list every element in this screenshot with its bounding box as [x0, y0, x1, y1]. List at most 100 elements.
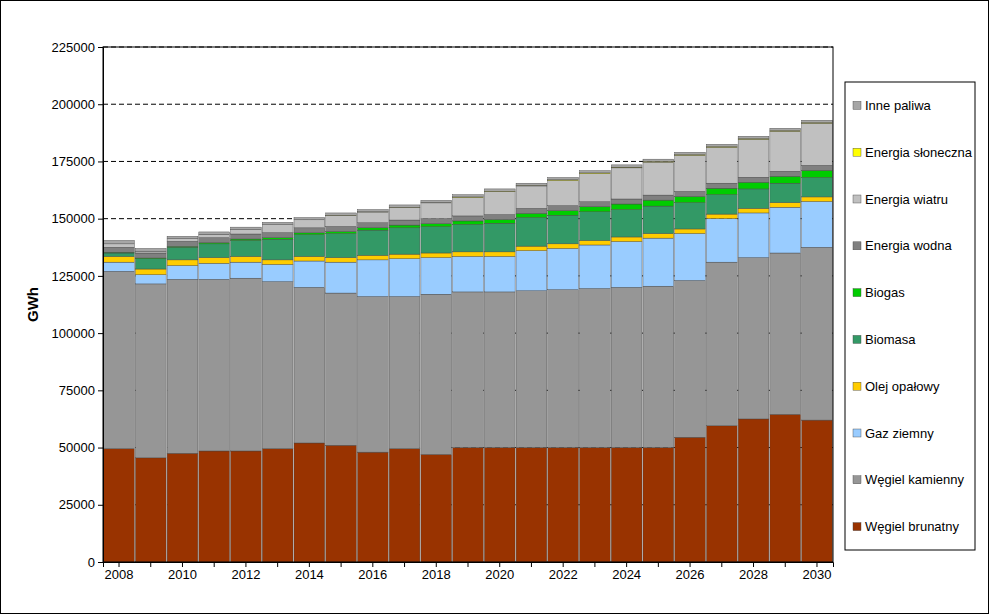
x-tick-label: 2028	[739, 567, 768, 582]
bar-segment	[516, 246, 547, 251]
bar-segment	[706, 144, 737, 146]
bar-segment	[389, 259, 420, 297]
bar-segment	[675, 234, 706, 281]
bar-segment	[135, 284, 166, 458]
series-bars	[104, 123, 833, 253]
y-tick-label: 175000	[52, 154, 95, 169]
legend-entry: Olej opałowy	[853, 379, 940, 394]
bar-segment	[770, 131, 801, 171]
bar-segment	[675, 191, 706, 196]
bar-segment	[231, 229, 262, 234]
x-tick: 2014	[295, 562, 324, 582]
bar-segment	[516, 218, 547, 247]
bar-segment	[675, 203, 706, 229]
bar-segment	[135, 275, 166, 284]
x-tick: 2016	[358, 562, 387, 582]
x-axis: 2008201020122014201620182020202220242026…	[104, 562, 834, 582]
bar-segment	[326, 293, 357, 445]
bar-segment	[326, 258, 357, 263]
grid	[103, 47, 833, 562]
bar-segment	[389, 207, 420, 220]
bar-segment	[738, 177, 769, 182]
y-tick-label: 225000	[52, 40, 95, 55]
y-tick-mark	[98, 219, 103, 220]
bar-segment	[357, 223, 388, 228]
x-tick-label: 2012	[231, 567, 260, 582]
bar-segment	[580, 448, 611, 562]
bar-segment	[389, 449, 420, 562]
bar-segment	[104, 271, 135, 448]
bar-segment	[802, 123, 833, 165]
bar-segment	[104, 449, 135, 562]
bar-segment	[421, 253, 452, 258]
bar-segment	[421, 294, 452, 454]
legend-label: Olej opałowy	[865, 379, 940, 394]
bar-segment	[611, 287, 642, 447]
bar-segment	[611, 210, 642, 237]
bar-segment	[706, 214, 737, 219]
bar-segment	[135, 248, 166, 251]
x-tick-label: 2018	[422, 567, 451, 582]
bar-segment	[484, 256, 515, 291]
bar-segment	[643, 286, 674, 447]
bar-segment	[357, 228, 388, 230]
x-tick	[594, 562, 595, 567]
legend-entry: Energia wodna	[853, 238, 952, 253]
legend-swatch	[853, 148, 861, 156]
outer-frame	[1, 1, 989, 614]
x-tick-mark	[341, 562, 342, 567]
bar-segment	[135, 458, 166, 562]
legend-swatch	[853, 523, 861, 531]
bars	[104, 120, 833, 562]
bar-segment	[421, 200, 452, 202]
legend-label: Biogas	[865, 285, 905, 300]
bar-segment	[421, 227, 452, 253]
bar-segment	[580, 245, 611, 288]
bar-segment	[580, 174, 611, 202]
legend-label: Energia wiatru	[865, 192, 948, 207]
bar-segment	[167, 236, 198, 238]
bar-segment	[738, 258, 769, 419]
bar-segment	[770, 207, 801, 253]
x-tick-mark	[594, 562, 595, 567]
bar-segment	[199, 279, 230, 451]
y-tick-label: 150000	[52, 211, 95, 226]
bar-segment	[262, 239, 293, 260]
bar-segment	[294, 220, 325, 228]
bar-segment	[611, 165, 642, 167]
x-tick: 2018	[422, 562, 451, 582]
legend-swatch	[853, 195, 861, 203]
x-tick	[341, 562, 342, 567]
bar-segment	[389, 228, 420, 254]
bar-segment	[167, 247, 198, 260]
bar-segment	[675, 155, 706, 191]
bar-segment	[706, 183, 737, 188]
bar-segment	[580, 171, 611, 173]
bar-segment	[357, 452, 388, 562]
x-tick-mark	[531, 562, 532, 567]
bar-segment	[738, 182, 769, 189]
y-tick: 75000	[59, 383, 103, 398]
bar-segment	[453, 292, 484, 448]
x-tick-label: 2024	[612, 567, 641, 582]
series-bars	[104, 177, 833, 269]
legend-entry: Węgiel kamienny	[853, 472, 964, 487]
bar-segment	[548, 448, 579, 562]
bar-segment	[516, 213, 547, 217]
legend-entry: Inne paliwa	[853, 98, 932, 113]
bar-segment	[611, 237, 642, 242]
bar-segment	[135, 251, 166, 253]
bar-segment	[643, 159, 674, 161]
legend-swatch	[853, 429, 861, 437]
bar-segment	[231, 262, 262, 278]
bar-segment	[484, 448, 515, 562]
y-axis-title: GWh	[24, 287, 41, 322]
legend-entry: Węgiel brunatny	[853, 519, 959, 534]
x-tick-mark	[404, 562, 405, 567]
bar-segment	[326, 226, 357, 231]
bar-segment	[548, 211, 579, 216]
bar-segment	[231, 256, 262, 262]
bar-segment	[421, 219, 452, 224]
bar-segment	[262, 449, 293, 562]
legend-swatch	[853, 335, 861, 343]
